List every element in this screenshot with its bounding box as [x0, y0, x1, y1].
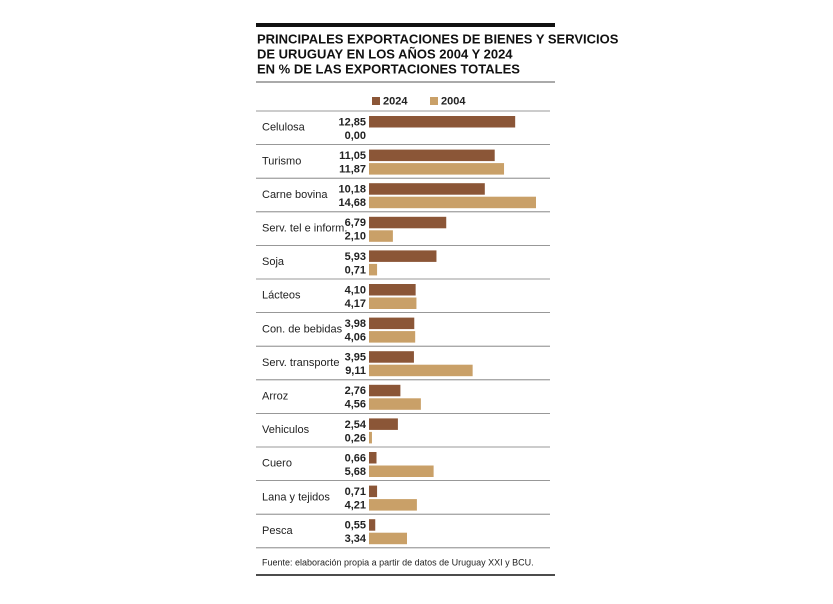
value-label: 10,18 — [338, 184, 366, 196]
bar — [369, 149, 495, 162]
bar — [369, 284, 416, 296]
category-label: Carne bovina — [262, 189, 328, 201]
bar — [369, 331, 416, 343]
value-label: 11,05 — [339, 150, 366, 162]
value-label: 2,54 — [345, 419, 367, 431]
value-label: 0,71 — [345, 264, 366, 276]
value-label: 4,17 — [345, 298, 366, 310]
chart-title: PRINCIPALES EXPORTACIONES DE BIENES Y SE… — [257, 31, 619, 46]
category-label: Arroz — [262, 391, 288, 403]
value-label: 0,26 — [345, 432, 366, 444]
value-label: 3,95 — [345, 352, 366, 364]
bar — [369, 431, 372, 444]
value-label: 0,00 — [345, 130, 366, 142]
bar — [369, 263, 378, 276]
category-label: Con. de bebidas — [262, 323, 343, 335]
bar — [369, 183, 485, 195]
value-label: 4,10 — [345, 284, 366, 296]
bar — [369, 250, 437, 262]
bar — [369, 452, 377, 464]
value-label: 5,93 — [345, 251, 366, 263]
bar — [369, 163, 505, 175]
category-label: Serv. tel e inform. — [262, 223, 347, 235]
value-label: 4,21 — [345, 500, 366, 512]
value-label: 12,85 — [338, 116, 366, 128]
bar — [369, 465, 434, 477]
bar — [369, 196, 536, 209]
bar — [369, 116, 516, 128]
chart-title: DE URUGUAY EN LOS AÑOS 2004 Y 2024 — [257, 46, 513, 61]
bar — [369, 418, 398, 430]
value-label: 0,66 — [345, 452, 366, 464]
source-note: Fuente: elaboración propia a partir de d… — [262, 557, 534, 567]
bar — [369, 398, 421, 410]
legend-swatch — [430, 97, 438, 105]
bar — [369, 351, 414, 363]
value-label: 0,55 — [345, 520, 366, 532]
category-label: Pesca — [262, 525, 293, 537]
value-label: 4,56 — [345, 399, 366, 411]
category-label: Serv. transporte — [262, 357, 339, 369]
value-label: 3,34 — [345, 533, 367, 545]
bar — [369, 317, 415, 330]
value-label: 9,11 — [345, 365, 366, 377]
category-label: Celulosa — [262, 122, 306, 134]
value-label: 0,71 — [345, 486, 366, 498]
value-label: 14,68 — [338, 197, 366, 209]
chart-title: EN % DE LAS EXPORTACIONES TOTALES — [257, 61, 520, 76]
legend-swatch — [372, 97, 380, 105]
category-label: Turismo — [262, 155, 301, 167]
category-label: Soja — [262, 256, 285, 268]
legend-label: 2004 — [441, 95, 466, 107]
value-label: 3,98 — [345, 318, 366, 330]
bar — [369, 230, 393, 242]
category-label: Cuero — [262, 458, 292, 470]
value-label: 2,10 — [345, 231, 366, 243]
bar — [369, 532, 407, 545]
category-label: Lana y tejidos — [262, 491, 330, 503]
bar — [369, 297, 417, 309]
value-label: 5,68 — [345, 466, 366, 478]
category-label: Vehiculos — [262, 424, 310, 436]
value-label: 4,06 — [345, 332, 366, 344]
value-label: 2,76 — [345, 385, 366, 397]
category-label: Lácteos — [262, 290, 301, 302]
top-rule — [256, 23, 555, 27]
bar — [369, 384, 401, 397]
bar — [369, 499, 417, 511]
legend-label: 2024 — [383, 95, 408, 107]
bar — [369, 364, 473, 377]
bar — [369, 519, 376, 531]
value-label: 11,87 — [339, 164, 366, 176]
bar — [369, 485, 378, 498]
value-label: 6,79 — [345, 217, 366, 229]
bar — [369, 216, 447, 229]
